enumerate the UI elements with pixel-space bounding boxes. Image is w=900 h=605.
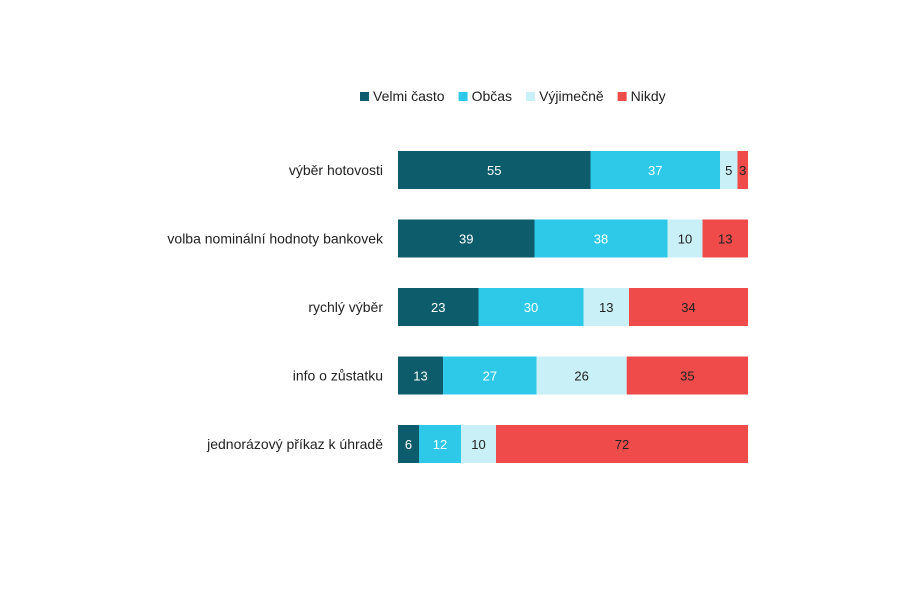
- bar-row-jednorazovy-prikaz-k-uhrade: 6 12 10 72: [398, 425, 748, 463]
- category-label-volba-nominalni-hodnoty-bankovek: volba nominální hodnoty bankovek: [167, 231, 384, 247]
- data-label-nikdy-vyber-hotovosti: 3: [739, 163, 746, 178]
- legend-item-velmi-casto: Velmi často: [360, 88, 445, 104]
- bars: 55 37 5 3 39 38 10 13 23 30 13 34 13 27 26 35 6 12 10 72: [398, 151, 748, 463]
- legend-swatch-velmi-casto: [360, 92, 369, 101]
- legend-swatch-nikdy: [617, 92, 627, 101]
- data-label-velmi-casto-vyber-hotovosti: 55: [487, 163, 501, 178]
- bar-segment-obcas-volba-nominalni-hodnoty-bankovek: [534, 219, 668, 258]
- data-label-obcas-vyber-hotovosti: 37: [648, 163, 662, 178]
- data-label-vyjimecne-rychly-vyber: 13: [599, 300, 613, 315]
- data-label-vyjimecne-jednorazovy-prikaz-k-uhrade: 10: [471, 437, 485, 452]
- data-label-velmi-casto-jednorazovy-prikaz-k-uhrade: 6: [405, 437, 412, 452]
- data-label-obcas-info-o-zustatku: 27: [483, 369, 497, 384]
- bar-segment-vyjimecne-info-o-zustatku: [536, 356, 627, 395]
- bar-segment-vyjimecne-rychly-vyber: [583, 288, 629, 326]
- data-label-velmi-casto-rychly-vyber: 23: [431, 300, 445, 315]
- data-label-nikdy-info-o-zustatku: 35: [680, 369, 694, 384]
- bar-segment-nikdy-jednorazovy-prikaz-k-uhrade: [496, 425, 748, 463]
- bar-segment-obcas-info-o-zustatku: [443, 356, 537, 395]
- bar-segment-nikdy-vyber-hotovosti: [737, 151, 748, 189]
- bar-segment-nikdy-info-o-zustatku: [626, 356, 748, 395]
- legend-label-vyjimecne: Výjimečně: [539, 88, 604, 104]
- data-label-obcas-jednorazovy-prikaz-k-uhrade: 12: [433, 437, 447, 452]
- data-label-vyjimecne-volba-nominalni-hodnoty-bankovek: 10: [678, 232, 692, 247]
- bar-segment-velmi-casto-info-o-zustatku: [398, 356, 444, 395]
- data-label-vyjimecne-info-o-zustatku: 26: [574, 369, 588, 384]
- bar-row-volba-nominalni-hodnoty-bankovek: 39 38 10 13: [398, 219, 748, 258]
- data-label-obcas-volba-nominalni-hodnoty-bankovek: 38: [594, 232, 608, 247]
- bar-segment-velmi-casto-volba-nominalni-hodnoty-bankovek: [398, 219, 535, 258]
- legend-swatch-vyjimecne: [526, 92, 536, 101]
- bar-segment-velmi-casto-vyber-hotovosti: [398, 151, 591, 189]
- legend-item-vyjimecne: Výjimečně: [526, 88, 604, 104]
- bar-row-vyber-hotovosti: 55 37 5 3: [398, 151, 748, 189]
- category-label-vyber-hotovosti: výběr hotovosti: [289, 162, 383, 178]
- bar-segment-vyjimecne-vyber-hotovosti: [720, 151, 738, 189]
- data-label-obcas-rychly-vyber: 30: [524, 300, 538, 315]
- legend-item-obcas: Občas: [458, 88, 512, 104]
- data-label-nikdy-jednorazovy-prikaz-k-uhrade: 72: [615, 437, 629, 452]
- data-label-nikdy-rychly-vyber: 34: [681, 300, 695, 315]
- bar-segment-vyjimecne-jednorazovy-prikaz-k-uhrade: [461, 425, 496, 463]
- bar-segment-nikdy-rychly-vyber: [629, 288, 748, 326]
- data-label-vyjimecne-vyber-hotovosti: 5: [725, 163, 732, 178]
- legend-swatch-obcas: [458, 92, 468, 101]
- bar-segment-obcas-vyber-hotovosti: [590, 151, 720, 189]
- data-label-velmi-casto-volba-nominalni-hodnoty-bankovek: 39: [459, 232, 473, 247]
- bar-segment-obcas-rychly-vyber: [478, 288, 584, 326]
- category-label-jednorazovy-prikaz-k-uhrade: jednorázový příkaz k úhradě: [206, 436, 383, 452]
- category-labels: výběr hotovosti volba nominální hodnoty b…: [167, 162, 384, 452]
- bar-segment-nikdy-volba-nominalni-hodnoty-bankovek: [702, 219, 748, 258]
- legend-label-nikdy: Nikdy: [631, 88, 666, 104]
- category-label-info-o-zustatku: info o zůstatku: [293, 368, 383, 384]
- legend: Velmi často Občas Výjimečně Nikdy: [360, 88, 666, 104]
- data-label-nikdy-volba-nominalni-hodnoty-bankovek: 13: [718, 232, 732, 247]
- bar-segment-velmi-casto-rychly-vyber: [398, 288, 479, 326]
- bar-segment-obcas-jednorazovy-prikaz-k-uhrade: [419, 425, 461, 463]
- bar-segment-velmi-casto-jednorazovy-prikaz-k-uhrade: [398, 425, 419, 463]
- legend-label-obcas: Občas: [472, 88, 512, 104]
- bar-row-rychly-vyber: 23 30 13 34: [398, 288, 748, 326]
- bar-segment-vyjimecne-volba-nominalni-hodnoty-bankovek: [667, 219, 703, 258]
- bar-row-info-o-zustatku: 13 27 26 35: [398, 356, 748, 395]
- legend-label-velmi-casto: Velmi často: [373, 88, 445, 104]
- data-label-velmi-casto-info-o-zustatku: 13: [413, 369, 427, 384]
- category-label-rychly-vyber: rychlý výběr: [308, 299, 383, 315]
- legend-item-nikdy: Nikdy: [617, 88, 666, 104]
